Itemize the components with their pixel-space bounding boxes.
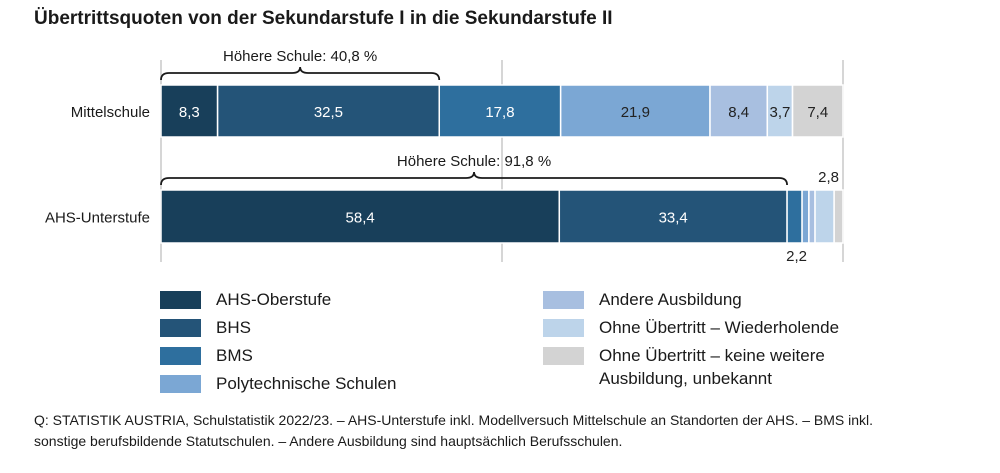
chart-title: Übertrittsquoten von der Sekundarstufe I… [34,8,613,29]
legend-swatch [160,319,201,337]
stacked-bar-chart: Mittelschule AHS-Unterstufe 8,3 32,5 17,8 21,… [45,50,844,265]
bar-segment [558,189,788,244]
legend-label: AHS-Oberstufe [216,290,332,309]
annotation-label: Höhere Schule: 91,8 % [397,153,551,170]
bar-segment [833,189,844,244]
bar-segment [791,84,844,138]
bar-segment [160,84,219,138]
legend-swatch [543,319,584,337]
annotation-brace [160,66,441,81]
legend-label: Andere Ausbildung [599,290,742,309]
legend-swatch [543,291,584,309]
data-label: 8,4 [728,104,749,121]
data-label: 2,2 [786,248,807,265]
bar-segment [814,189,835,244]
legend-swatch [160,375,201,393]
legend-label: BMS [216,346,253,365]
bar-segment [786,189,803,244]
legend-swatch [543,347,584,365]
source-note: Q: STATISTIK AUSTRIA, Schulstatistik 202… [34,410,994,452]
annotation-label: Höhere Schule: 40,8 % [223,50,377,65]
bar-segment [766,84,794,138]
source-line-1: Q: STATISTIK AUSTRIA, Schulstatistik 202… [34,412,874,428]
legend-label: Ohne Übertritt – keine weitere [599,346,825,365]
data-label: 32,5 [314,104,343,121]
category-label: Mittelschule [71,104,150,121]
annotation-brace [160,171,788,186]
legend-label-continued: Ausbildung, unbekannt [599,369,772,388]
data-label: 21,9 [621,104,650,121]
source-line-2: sonstige berufsbildende Statutschulen. –… [34,433,623,449]
data-label: 17,8 [485,104,514,121]
legend-swatch [160,347,201,365]
data-label: 8,3 [179,104,200,121]
legend-label: Ohne Übertritt – Wiederholende [599,318,840,337]
bar-segment [801,189,810,244]
legend-label: Polytechnische Schulen [216,374,397,393]
bar-segment [216,84,441,138]
bar-segment [709,84,769,138]
bar-segment [559,84,711,138]
data-label: 58,4 [346,210,375,227]
bar-segment [438,84,562,138]
data-label: 33,4 [659,210,688,227]
bar-segment [160,189,561,244]
data-label: 2,8 [818,169,839,186]
legend-swatch [160,291,201,309]
data-label: 3,7 [769,104,790,121]
bar-segment [808,189,816,244]
data-label: 7,4 [807,104,828,121]
legend-label: BHS [216,318,251,337]
category-label: AHS-Unterstufe [45,210,150,227]
